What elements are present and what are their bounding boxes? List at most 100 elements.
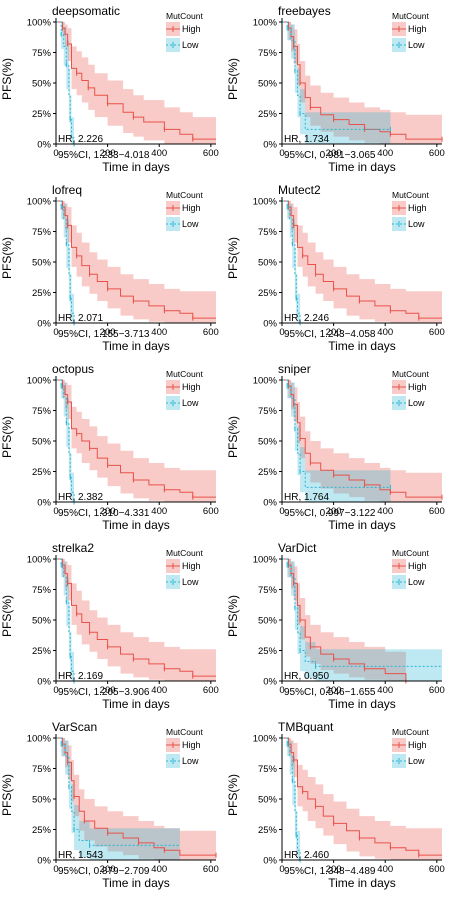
x-tick-label: 0 xyxy=(279,148,284,159)
x-tick-label: 600 xyxy=(203,327,219,338)
legend-label-low: Low xyxy=(182,398,199,408)
legend-label-low: Low xyxy=(182,756,199,766)
survival-curve-low xyxy=(282,200,301,323)
km-plot-svg: 0% 25% 50% 75% 100% 0 200 400 600 xyxy=(253,17,445,159)
x-axis-label: Time in days xyxy=(328,518,396,532)
survival-curve-high xyxy=(282,379,442,498)
confidence-interval-text: 95%CI, 1.243−4.058 xyxy=(284,329,376,340)
y-tick-label: 0% xyxy=(263,139,277,150)
y-axis-label: PFS(%) xyxy=(0,58,14,100)
km-plot-panel: 0% 25% 50% 75% 100% 0 200 400 600 VarScan MutCount… xyxy=(0,716,226,895)
legend-label-high: High xyxy=(182,561,201,571)
km-plot-svg: 0% 25% 50% 75% 100% 0 200 400 600 xyxy=(27,375,219,517)
y-tick-label: 100% xyxy=(253,733,278,744)
confidence-interval-text: 95%CI, 0.546−1.655 xyxy=(284,687,376,698)
y-tick-label: 25% xyxy=(32,288,52,299)
x-tick-label: 400 xyxy=(377,148,393,159)
km-plot-svg: 0% 25% 50% 75% 100% 0 200 400 600 xyxy=(253,196,445,338)
km-plot-svg: 0% 25% 50% 75% 100% 0 200 400 600 xyxy=(27,196,219,338)
confidence-band-high xyxy=(282,559,406,681)
x-tick-label: 600 xyxy=(429,327,445,338)
hazard-ratio-text: HR, 2.071 xyxy=(58,313,104,324)
x-tick-label: 600 xyxy=(429,506,445,517)
y-axis-label: PFS(%) xyxy=(226,58,240,100)
legend-title: MutCount xyxy=(166,190,203,200)
y-tick-label: 75% xyxy=(258,764,278,775)
x-tick-label: 200 xyxy=(100,148,116,159)
y-tick-label: 0% xyxy=(37,855,51,866)
x-tick-label: 400 xyxy=(151,148,167,159)
y-tick-label: 100% xyxy=(27,554,52,565)
legend-title: MutCount xyxy=(166,369,203,379)
confidence-band-low xyxy=(56,738,180,860)
x-tick-label: 0 xyxy=(279,864,284,875)
y-tick-label: 75% xyxy=(32,406,52,417)
hazard-ratio-text: HR, 2.382 xyxy=(58,492,104,503)
legend-label-high: High xyxy=(408,561,427,571)
x-tick-label: 0 xyxy=(53,327,58,338)
panel-title: Mutect2 xyxy=(278,183,321,197)
km-plot-panel: 0% 25% 50% 75% 100% 0 200 400 600 strelka2 MutCoun… xyxy=(0,537,226,716)
confidence-band-high xyxy=(56,559,216,681)
x-tick-label: 0 xyxy=(279,506,284,517)
x-tick-label: 0 xyxy=(53,864,58,875)
hazard-ratio-text: HR, 1.543 xyxy=(58,850,104,861)
legend-label-low: Low xyxy=(408,219,425,229)
x-axis-label: Time in days xyxy=(102,160,170,174)
x-tick-label: 200 xyxy=(100,327,116,338)
y-tick-label: 25% xyxy=(258,825,278,836)
panel-title: sniper xyxy=(278,362,311,376)
panel-title: freebayes xyxy=(278,4,331,18)
y-tick-label: 100% xyxy=(27,17,52,28)
confidence-band-high xyxy=(282,738,442,860)
x-tick-label: 600 xyxy=(203,148,219,159)
survival-curve-low xyxy=(56,379,75,502)
x-tick-label: 200 xyxy=(100,864,116,875)
y-tick-label: 25% xyxy=(32,467,52,478)
x-axis-label: Time in days xyxy=(102,697,170,711)
legend-label-high: High xyxy=(182,740,201,750)
legend-label-low: Low xyxy=(408,577,425,587)
y-axis-label: PFS(%) xyxy=(0,416,14,458)
hazard-ratio-text: HR, 0.950 xyxy=(284,671,330,682)
legend-label-low: Low xyxy=(408,398,425,408)
x-tick-label: 200 xyxy=(100,685,116,696)
x-tick-label: 0 xyxy=(279,327,284,338)
confidence-band-low xyxy=(282,201,301,323)
x-tick-label: 600 xyxy=(429,864,445,875)
hazard-ratio-text: HR, 2.226 xyxy=(58,134,104,145)
x-tick-label: 200 xyxy=(100,506,116,517)
y-tick-label: 0% xyxy=(37,318,51,329)
survival-curve-low xyxy=(56,21,75,144)
y-tick-label: 25% xyxy=(258,467,278,478)
y-tick-label: 0% xyxy=(37,676,51,687)
x-tick-label: 400 xyxy=(151,864,167,875)
y-tick-label: 100% xyxy=(27,375,52,386)
y-tick-label: 75% xyxy=(258,48,278,59)
y-axis-label: PFS(%) xyxy=(0,237,14,279)
x-tick-label: 400 xyxy=(151,685,167,696)
confidence-interval-text: 95%CI, 1.310−4.331 xyxy=(58,508,150,519)
confidence-band-high xyxy=(56,738,216,860)
y-tick-label: 100% xyxy=(27,196,52,207)
x-axis-label: Time in days xyxy=(328,160,396,174)
legend-title: MutCount xyxy=(166,727,203,737)
legend-label-low: Low xyxy=(182,219,199,229)
survival-curve-low xyxy=(56,200,75,323)
y-tick-label: 50% xyxy=(258,257,278,268)
km-plot-panel: 0% 25% 50% 75% 100% 0 200 400 600 deepsomatic MutC… xyxy=(0,0,226,179)
legend-label-high: High xyxy=(182,203,201,213)
confidence-interval-text: 95%CI, 0.879−2.709 xyxy=(58,866,150,877)
confidence-band-low xyxy=(56,201,75,323)
x-tick-label: 0 xyxy=(53,506,58,517)
x-axis-label: Time in days xyxy=(328,339,396,353)
y-tick-label: 50% xyxy=(258,615,278,626)
y-tick-label: 25% xyxy=(32,825,52,836)
y-tick-label: 75% xyxy=(32,585,52,596)
confidence-interval-text: 95%CI, 1.348−4.489 xyxy=(284,866,376,877)
x-axis-label: Time in days xyxy=(102,518,170,532)
km-plot-panel: 0% 25% 50% 75% 100% 0 200 400 600 sniper MutCount H… xyxy=(226,358,452,537)
x-tick-label: 200 xyxy=(326,506,342,517)
x-axis-label: Time in days xyxy=(102,876,170,890)
